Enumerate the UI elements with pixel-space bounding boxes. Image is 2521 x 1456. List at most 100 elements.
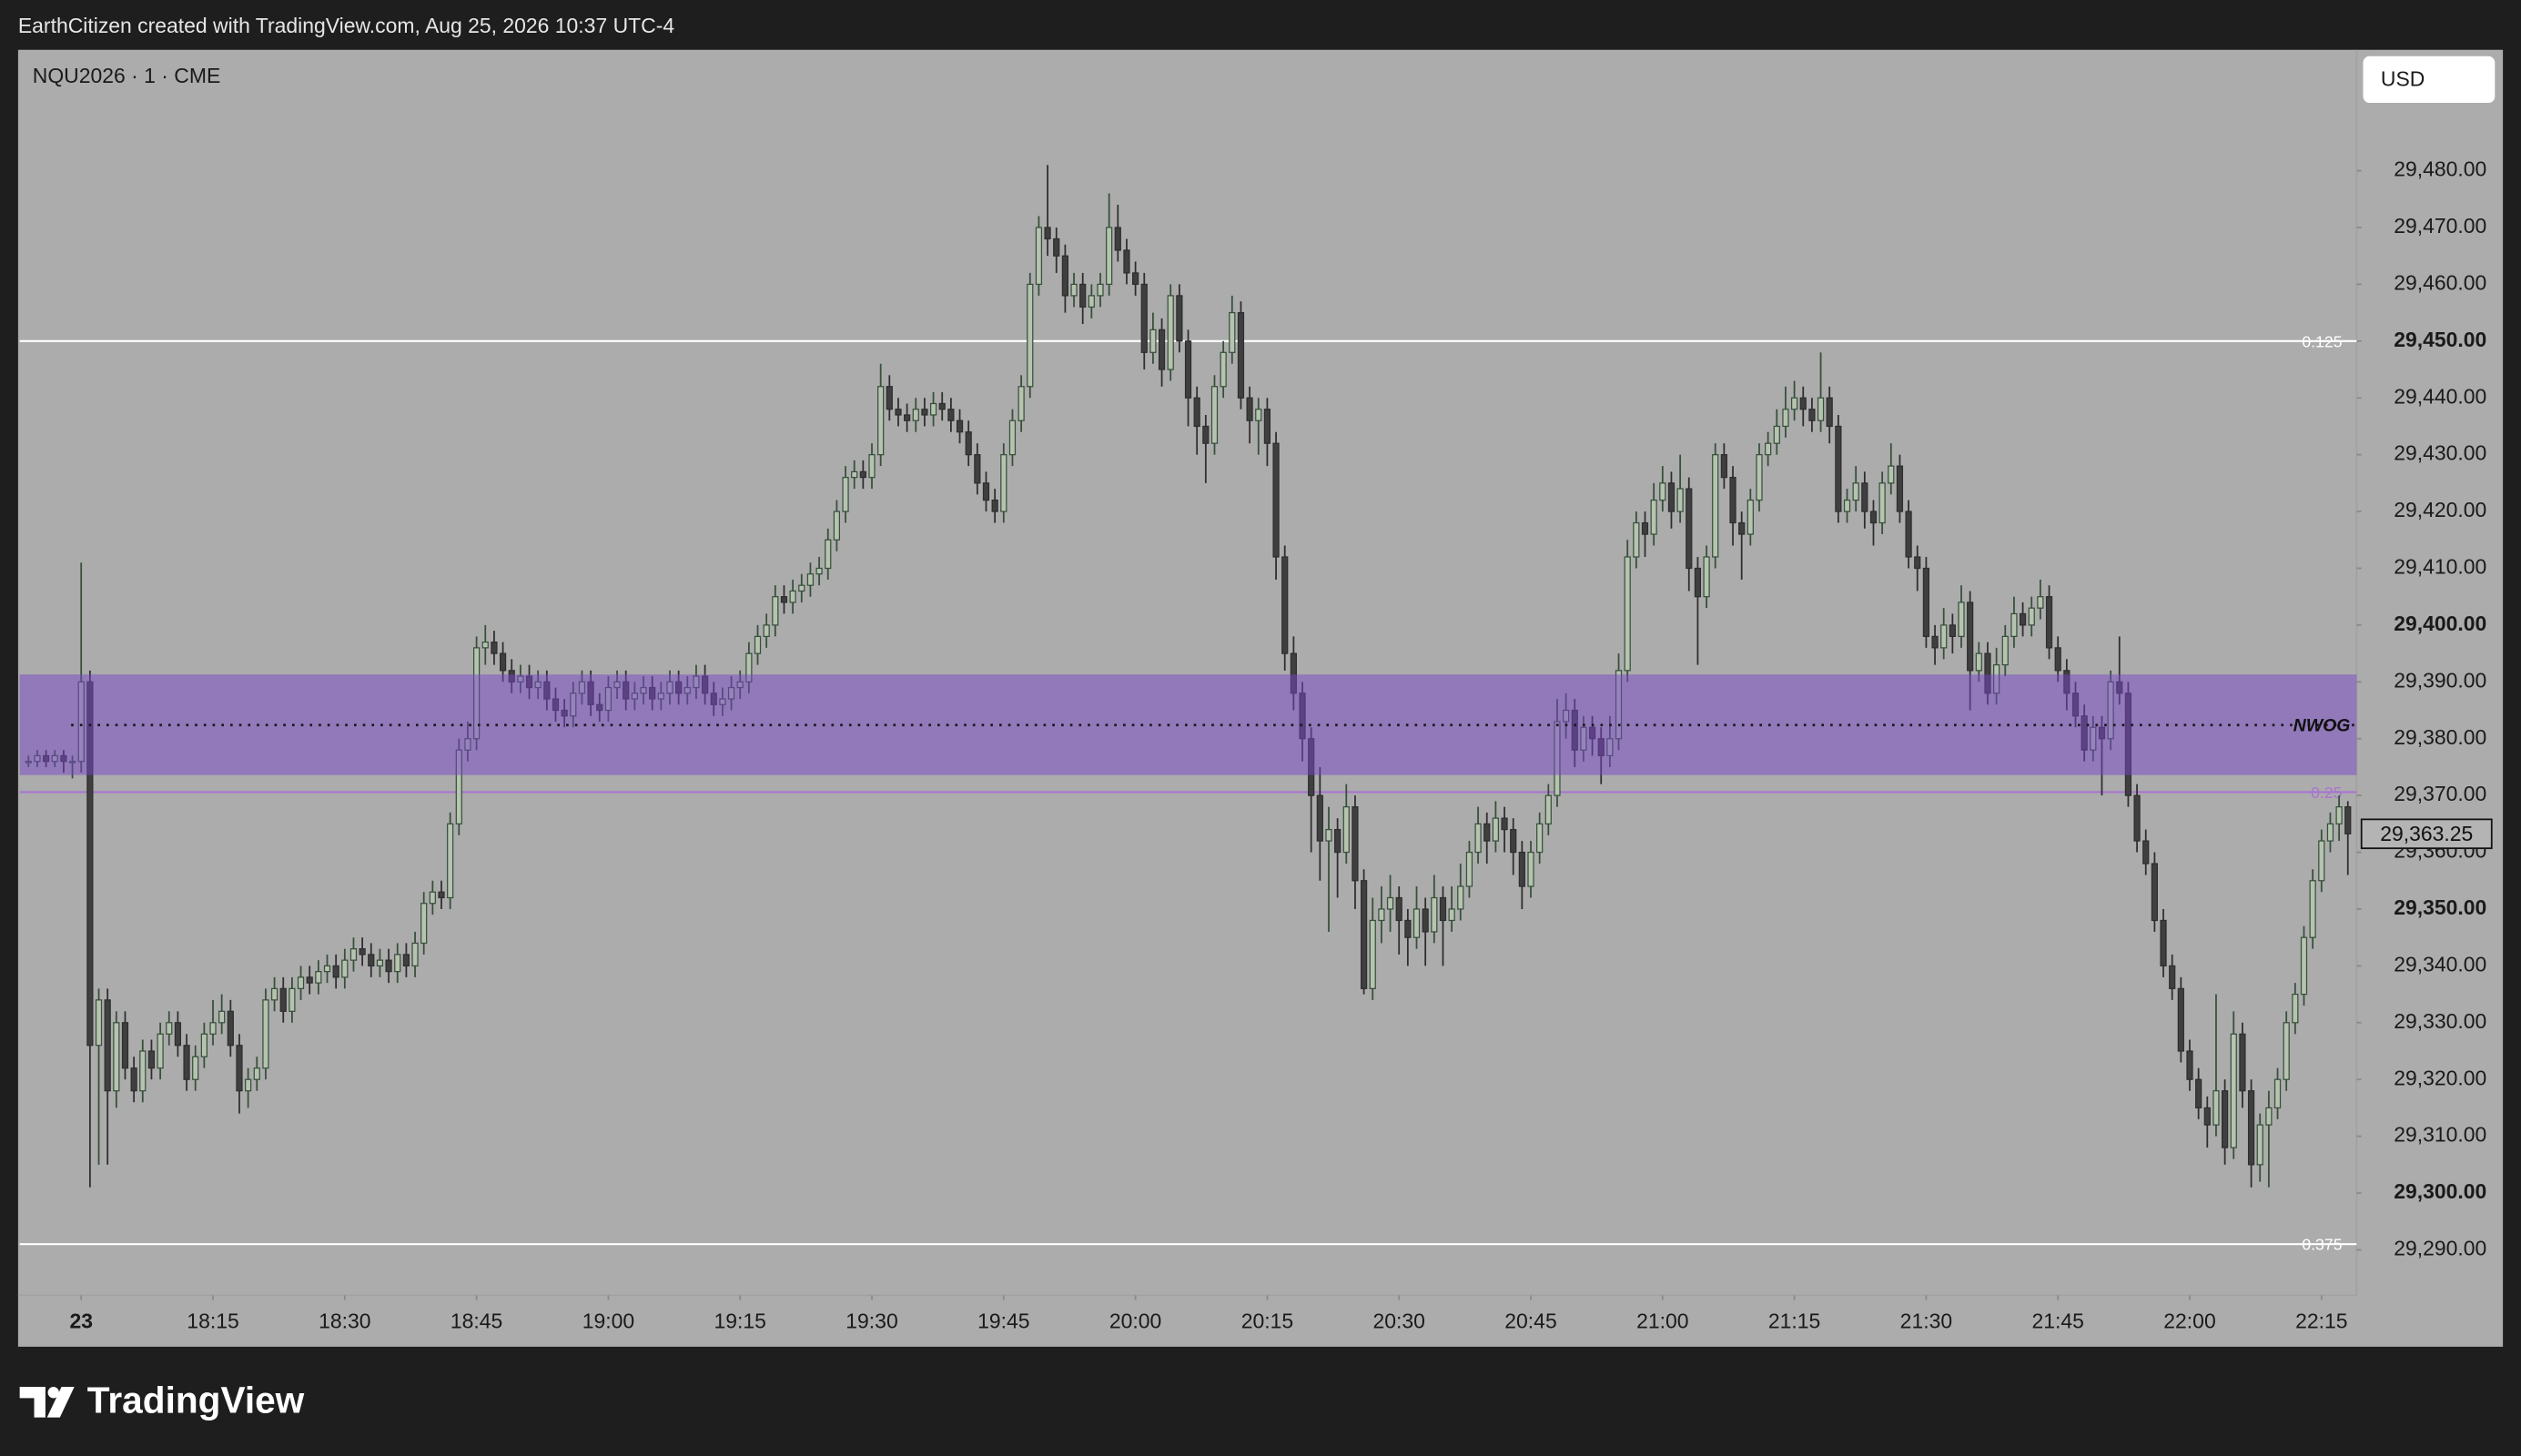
candle-body	[886, 386, 893, 410]
candle-body	[1008, 420, 1017, 456]
x-tick-label: 23	[69, 1309, 93, 1332]
candle-body	[104, 999, 111, 1092]
candle-body	[1826, 397, 1833, 428]
candle-body	[1167, 295, 1174, 370]
candle-body	[1931, 635, 1939, 649]
candle-body	[1237, 312, 1245, 399]
candle-body	[2247, 1090, 2255, 1166]
candle-body	[868, 454, 876, 479]
candle-body	[200, 1033, 208, 1057]
candle-body	[1088, 295, 1095, 308]
candle-body	[1536, 823, 1544, 854]
candle-body	[1790, 397, 1798, 410]
candle-body	[1378, 908, 1385, 922]
x-tick-label: 21:00	[1636, 1309, 1688, 1332]
candle-body	[991, 499, 998, 512]
candle-body	[1861, 482, 1868, 512]
candle-body	[289, 987, 296, 1012]
last-price-label: 29,363.25	[2380, 822, 2473, 845]
candle-body	[965, 431, 972, 456]
candle-body	[2045, 596, 2053, 649]
candle-body	[1756, 454, 1763, 501]
candle-body	[763, 624, 770, 638]
candle-body	[1097, 283, 1104, 297]
candle-body	[1878, 482, 1886, 524]
candle-body	[1079, 283, 1087, 308]
candle-body	[1474, 823, 1482, 854]
candle-body	[1975, 652, 1982, 672]
candle-body	[1272, 442, 1280, 558]
x-tick-label: 21:45	[2032, 1309, 2084, 1332]
candle-body	[1352, 806, 1359, 882]
candle-body	[1510, 828, 1517, 854]
candle-body	[2169, 965, 2176, 989]
candle-body	[447, 823, 454, 899]
candle-body	[1149, 329, 1157, 353]
candle-body	[938, 402, 946, 410]
candle-body	[1676, 488, 1684, 512]
candle-body	[297, 976, 305, 989]
candle-body	[1773, 425, 1780, 444]
candle-body	[1229, 312, 1236, 353]
candle-body	[1070, 283, 1078, 297]
candle-body	[368, 954, 375, 967]
y-tick-label: 29,400.00	[2394, 612, 2486, 635]
candle-body	[1738, 521, 1746, 535]
candle-body	[394, 954, 401, 973]
candle-body	[1210, 386, 1219, 444]
candle-body	[772, 596, 779, 626]
candle-body	[2142, 840, 2150, 864]
candle-body	[2239, 1033, 2246, 1092]
x-tick-label: 22:00	[2163, 1309, 2215, 1332]
candle-body	[121, 1022, 129, 1069]
candle-body	[359, 948, 366, 956]
candle-body	[789, 590, 796, 603]
candle-body	[1061, 255, 1068, 297]
candle-body	[147, 1050, 156, 1069]
y-tick-label: 29,330.00	[2394, 1009, 2486, 1033]
y-tick-label: 29,320.00	[2394, 1066, 2486, 1089]
currency-button[interactable]	[2363, 56, 2496, 104]
candle-body	[1940, 624, 1948, 649]
candle-body	[499, 652, 507, 672]
candle-body	[1220, 351, 1227, 388]
candle-body	[1835, 425, 1842, 512]
candle-body	[491, 642, 498, 654]
candle-body	[236, 1045, 243, 1092]
candle-body	[341, 959, 349, 978]
candle-body	[323, 965, 331, 973]
candle-body	[2203, 1107, 2211, 1126]
candle-body	[798, 584, 805, 592]
candle-body	[1325, 828, 1332, 842]
candle-body	[1650, 499, 1657, 535]
candle-body	[218, 1010, 226, 1024]
y-tick-label: 29,340.00	[2394, 952, 2486, 976]
candle-body	[1255, 409, 1262, 421]
candle-body	[1360, 880, 1368, 989]
candle-body	[1659, 482, 1666, 501]
candle-body	[2186, 1050, 2193, 1080]
candle-body	[376, 959, 384, 967]
candle-body	[2335, 806, 2343, 824]
candle-body	[481, 642, 489, 649]
candle-body	[1193, 397, 1200, 428]
logo-glyph	[47, 1387, 59, 1399]
candle-body	[95, 999, 103, 1046]
y-tick-label: 29,410.00	[2394, 555, 2486, 579]
candle-body	[1281, 556, 1289, 654]
candle-body	[1905, 511, 1912, 558]
x-tick-label: 19:15	[714, 1309, 766, 1332]
candle-body	[245, 1078, 252, 1092]
x-tick-label: 19:45	[977, 1309, 1029, 1332]
candle-body	[1869, 511, 1878, 524]
candle-body	[1448, 908, 1455, 922]
candle-body	[139, 1050, 147, 1092]
candle-body	[2273, 1078, 2282, 1109]
candle-body	[2230, 1033, 2237, 1148]
candle-body	[2151, 863, 2159, 922]
candle-body	[2318, 840, 2325, 882]
candle-body	[1184, 340, 1192, 399]
candle-body	[1958, 602, 1965, 638]
level-label: 0.375	[2302, 1236, 2342, 1254]
candle-body	[227, 1010, 234, 1046]
